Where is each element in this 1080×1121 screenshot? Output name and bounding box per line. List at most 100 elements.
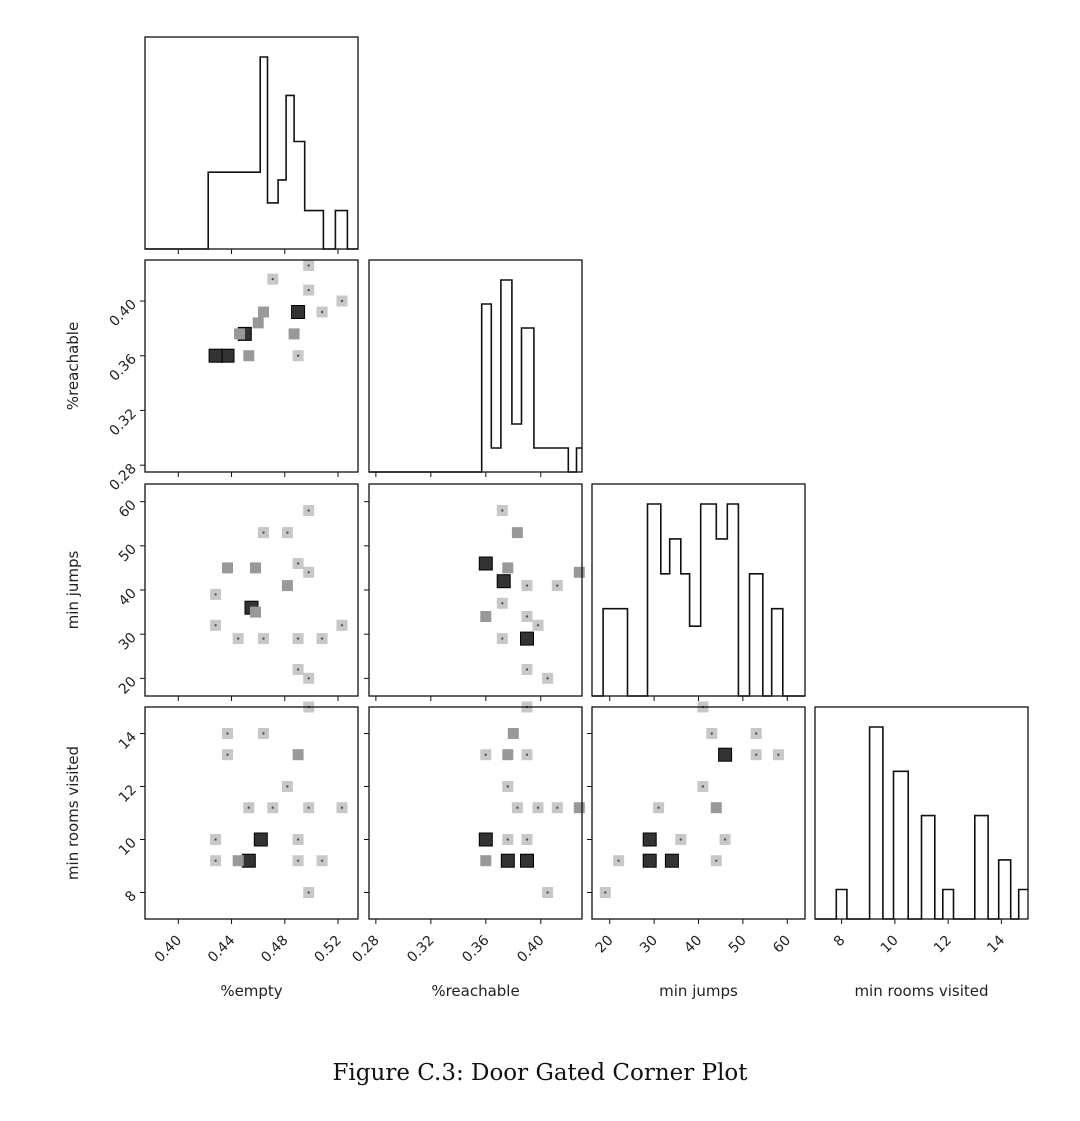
data-point (262, 531, 265, 534)
data-point (556, 584, 559, 587)
data-point (777, 753, 780, 756)
density-cell (718, 747, 733, 762)
density-cell (520, 853, 534, 868)
histogram--reachable (369, 279, 582, 473)
data-point (525, 584, 529, 587)
data-point (296, 859, 300, 862)
data-point (484, 753, 487, 756)
data-point (556, 806, 559, 809)
data-point (247, 806, 250, 809)
data-point (307, 806, 310, 809)
data-point (340, 806, 344, 809)
density-cell (573, 566, 585, 578)
panel-frame (368, 483, 583, 697)
x-tick-label: 50 (726, 933, 750, 957)
x-tick-label: 10 (878, 933, 902, 957)
data-point (271, 806, 274, 809)
density-cell (208, 348, 223, 363)
data-point (604, 891, 607, 894)
data-point (262, 637, 265, 640)
x-tick-label: 0.48 (258, 933, 291, 966)
data-point (755, 732, 758, 735)
density-cell (511, 527, 523, 539)
density-cell (507, 728, 519, 739)
data-point (320, 637, 324, 640)
density-cell (502, 562, 514, 574)
data-point (710, 732, 713, 735)
data-point (723, 838, 727, 841)
data-point (501, 602, 504, 605)
data-point (546, 891, 549, 894)
density-cell (664, 853, 679, 868)
data-point (307, 891, 310, 894)
data-point (525, 838, 529, 841)
histogram--empty (145, 56, 358, 250)
panel-frame (368, 706, 583, 920)
data-point (546, 677, 549, 680)
data-point (296, 668, 300, 671)
data-point (701, 785, 705, 788)
data-point (506, 785, 509, 788)
y-tick-label: 0.40 (106, 297, 139, 330)
y-axis-label: min rooms visited (64, 746, 82, 880)
y-tick-label: 12 (116, 782, 140, 806)
density-cell (642, 853, 657, 868)
panel-frame (144, 483, 359, 697)
data-point (340, 624, 344, 627)
data-point (214, 859, 217, 862)
density-cell (292, 749, 304, 761)
density-cell (232, 855, 244, 867)
panel-frame (368, 259, 583, 473)
x-tick-label: 40 (681, 933, 705, 957)
figure-caption: Figure C.3: Door Gated Corner Plot (332, 1060, 748, 1086)
panel-frame (591, 483, 806, 697)
data-point (525, 753, 529, 756)
panel-frame (814, 706, 1029, 920)
data-point (501, 637, 504, 640)
y-tick-label: 14 (116, 729, 140, 753)
data-point (320, 310, 324, 314)
density-cell (500, 853, 515, 868)
density-cell (520, 631, 534, 646)
panel-frame (144, 706, 359, 920)
data-point (286, 531, 289, 534)
x-tick-label: 0.44 (205, 932, 238, 965)
data-point (296, 838, 300, 841)
density-cell (573, 802, 585, 814)
x-tick-label: 14 (984, 932, 1008, 956)
density-cell (291, 305, 306, 319)
y-tick-label: 60 (116, 497, 140, 521)
x-tick-label: 60 (770, 933, 794, 957)
density-cell (478, 832, 493, 847)
data-point (506, 838, 509, 841)
histogram-min-jumps (592, 503, 805, 697)
y-tick-label: 0.32 (106, 406, 139, 439)
data-point (320, 859, 324, 862)
data-point (237, 637, 240, 640)
x-tick-label: 0.32 (404, 933, 437, 966)
density-cell (642, 832, 657, 847)
data-point (679, 838, 682, 841)
density-cell (241, 853, 256, 868)
data-point (296, 562, 300, 565)
x-tick-label: 8 (831, 933, 849, 951)
y-tick-label: 0.36 (106, 351, 139, 384)
data-point (536, 806, 540, 809)
data-point (525, 668, 529, 671)
density-cell (222, 562, 233, 574)
density-cell (288, 328, 300, 340)
x-tick-label: 0.40 (152, 933, 185, 966)
x-tick-label: 0.40 (514, 933, 547, 966)
y-tick-label: 40 (116, 586, 140, 610)
data-point (214, 593, 217, 596)
data-point (755, 753, 758, 756)
x-axis-label: min rooms visited (854, 982, 988, 1000)
x-tick-label: 0.36 (459, 932, 492, 965)
x-axis-label: %reachable (431, 982, 519, 1000)
data-point (501, 509, 504, 512)
data-point (271, 277, 274, 281)
density-cell (281, 580, 293, 592)
data-point (516, 806, 519, 809)
panel-frame (144, 36, 359, 250)
data-point (340, 299, 344, 303)
